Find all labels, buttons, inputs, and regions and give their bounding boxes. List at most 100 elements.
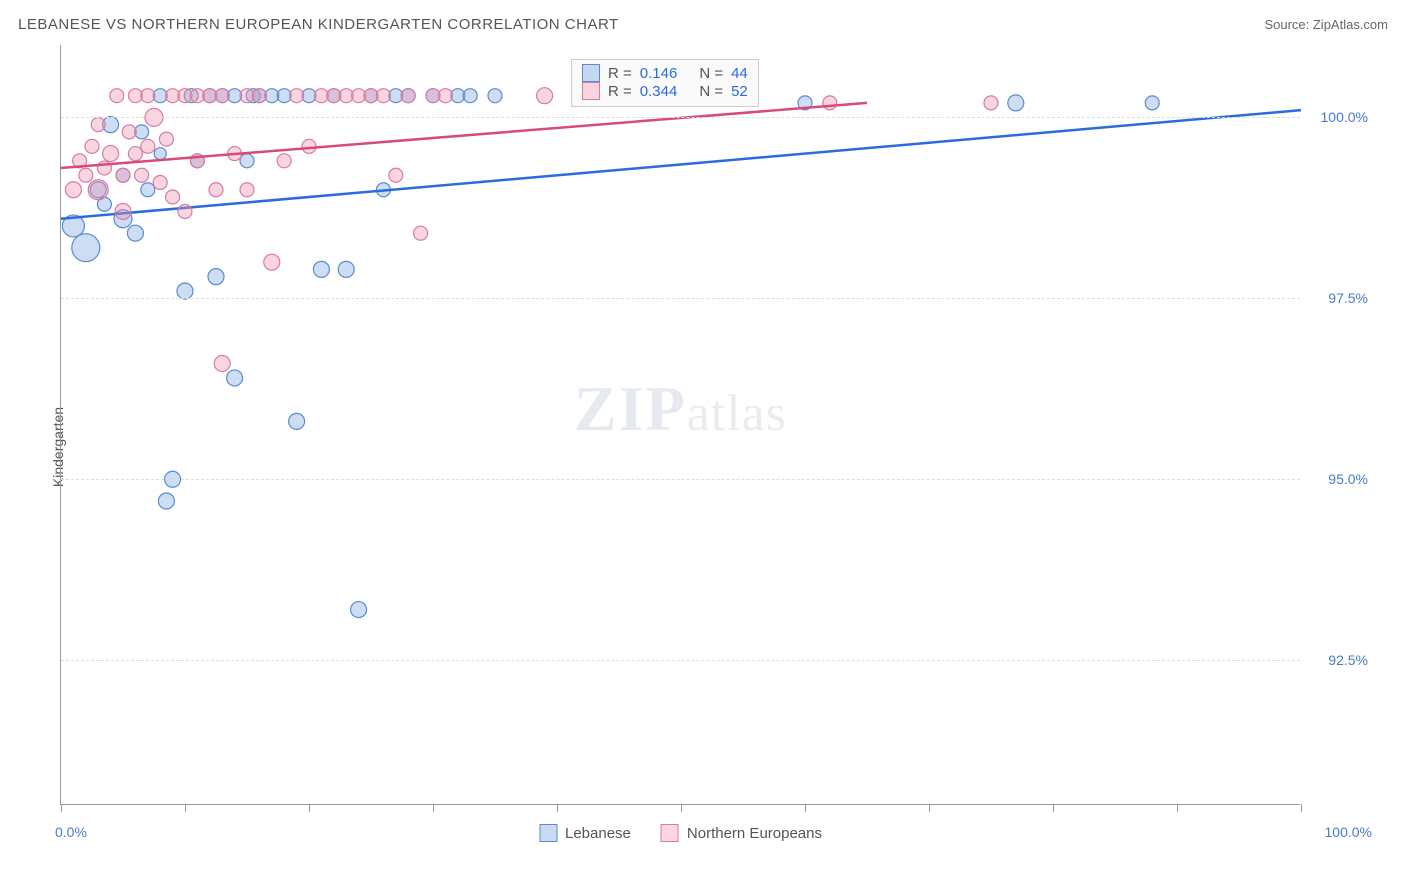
scatter-point-lebanese — [351, 602, 367, 618]
scatter-point-northern-europeans — [141, 139, 155, 153]
scatter-point-lebanese — [463, 89, 477, 103]
scatter-point-northern-europeans — [85, 139, 99, 153]
stats-r-label: R = — [608, 65, 632, 82]
correlation-stats-box: R = 0.146 N = 44 R = 0.344 N = 52 — [571, 59, 759, 107]
chart-title: LEBANESE VS NORTHERN EUROPEAN KINDERGART… — [18, 16, 619, 33]
scatter-point-northern-europeans — [401, 89, 415, 103]
scatter-point-northern-europeans — [277, 154, 291, 168]
gridline-h — [61, 298, 1300, 299]
scatter-point-northern-europeans — [88, 180, 108, 200]
scatter-point-northern-europeans — [122, 125, 136, 139]
scatter-point-northern-europeans — [302, 139, 316, 153]
scatter-point-lebanese — [313, 261, 329, 277]
scatter-point-northern-europeans — [91, 118, 105, 132]
scatter-point-northern-europeans — [389, 168, 403, 182]
scatter-point-northern-europeans — [984, 96, 998, 110]
scatter-point-lebanese — [154, 148, 166, 160]
scatter-point-northern-europeans — [128, 147, 142, 161]
plot-region: ZIPatlas R =0.146N =44R =0.344N =52 0.0%… — [60, 45, 1300, 805]
scatter-point-northern-europeans — [215, 89, 229, 103]
scatter-point-northern-europeans — [135, 168, 149, 182]
legend-item-lebanese: Lebanese — [539, 824, 631, 842]
legend-swatch-northern-europeans — [582, 82, 600, 100]
scatter-point-northern-europeans — [214, 355, 230, 371]
scatter-point-northern-europeans — [209, 183, 223, 197]
source-name: ZipAtlas.com — [1313, 17, 1388, 32]
x-tick — [1053, 804, 1054, 812]
x-tick — [805, 804, 806, 812]
scatter-point-northern-europeans — [153, 176, 167, 190]
stats-row-northern-europeans: R = 0.344 N = 52 — [582, 82, 748, 100]
stats-r-value: 0.146 — [640, 65, 678, 82]
source-prefix: Source: — [1264, 17, 1312, 32]
stats-n-label: N = — [699, 65, 723, 82]
legend-swatch-lebanese — [539, 824, 557, 842]
stats-n-label: N = — [699, 83, 723, 100]
legend-item-northern-europeans: Northern Europeans — [661, 824, 822, 842]
chart-source: Source: ZipAtlas.com — [1264, 17, 1388, 32]
scatter-point-northern-europeans — [823, 96, 837, 110]
x-tick — [681, 804, 682, 812]
plot-svg — [61, 45, 1300, 804]
legend-label-northern-europeans: Northern Europeans — [687, 825, 822, 842]
legend-swatch-lebanese — [582, 64, 600, 82]
y-tick-label: 97.5% — [1328, 290, 1368, 306]
stats-row-lebanese: R = 0.146 N = 44 — [582, 64, 748, 82]
scatter-point-northern-europeans — [438, 89, 452, 103]
x-tick — [1177, 804, 1178, 812]
x-tick — [1301, 804, 1302, 812]
scatter-point-lebanese — [72, 234, 100, 262]
scatter-point-northern-europeans — [414, 226, 428, 240]
legend-label-lebanese: Lebanese — [565, 825, 631, 842]
chart-area: Kindergarten ZIPatlas R =0.146N =44R =0.… — [10, 37, 1396, 857]
scatter-point-northern-europeans — [65, 182, 81, 198]
scatter-point-northern-europeans — [103, 146, 119, 162]
scatter-point-lebanese — [289, 413, 305, 429]
scatter-point-northern-europeans — [116, 168, 130, 182]
stats-n-value: 52 — [731, 83, 748, 100]
scatter-point-lebanese — [338, 261, 354, 277]
legend: Lebanese Northern Europeans — [539, 824, 822, 842]
stats-r-label: R = — [608, 83, 632, 100]
x-tick — [433, 804, 434, 812]
chart-header: LEBANESE VS NORTHERN EUROPEAN KINDERGART… — [10, 10, 1396, 37]
scatter-point-northern-europeans — [79, 168, 93, 182]
scatter-point-northern-europeans — [115, 203, 131, 219]
scatter-point-lebanese — [141, 183, 155, 197]
x-tick — [557, 804, 558, 812]
scatter-point-lebanese — [208, 269, 224, 285]
scatter-point-lebanese — [240, 154, 254, 168]
scatter-point-lebanese — [227, 370, 243, 386]
scatter-point-northern-europeans — [252, 89, 266, 103]
y-tick-label: 100.0% — [1321, 109, 1368, 125]
legend-swatch-northern-europeans — [661, 824, 679, 842]
scatter-point-northern-europeans — [141, 89, 155, 103]
scatter-point-northern-europeans — [376, 89, 390, 103]
scatter-point-lebanese — [1008, 95, 1024, 111]
x-tick — [185, 804, 186, 812]
scatter-point-northern-europeans — [110, 89, 124, 103]
y-tick-label: 92.5% — [1328, 652, 1368, 668]
stats-r-value: 0.344 — [640, 83, 678, 100]
gridline-h — [61, 117, 1300, 118]
gridline-h — [61, 479, 1300, 480]
y-tick-label: 95.0% — [1328, 471, 1368, 487]
scatter-point-northern-europeans — [537, 88, 553, 104]
x-axis-max-label: 100.0% — [1325, 824, 1372, 840]
stats-n-value: 44 — [731, 65, 748, 82]
x-tick — [61, 804, 62, 812]
scatter-point-lebanese — [177, 283, 193, 299]
x-tick — [309, 804, 310, 812]
scatter-point-lebanese — [488, 89, 502, 103]
scatter-point-northern-europeans — [178, 204, 192, 218]
scatter-point-northern-europeans — [159, 132, 173, 146]
x-tick — [929, 804, 930, 812]
scatter-point-northern-europeans — [240, 183, 254, 197]
scatter-point-northern-europeans — [264, 254, 280, 270]
scatter-point-northern-europeans — [166, 190, 180, 204]
x-axis-min-label: 0.0% — [55, 824, 87, 840]
scatter-point-lebanese — [158, 493, 174, 509]
scatter-point-northern-europeans — [290, 89, 304, 103]
gridline-h — [61, 660, 1300, 661]
scatter-point-lebanese — [127, 225, 143, 241]
